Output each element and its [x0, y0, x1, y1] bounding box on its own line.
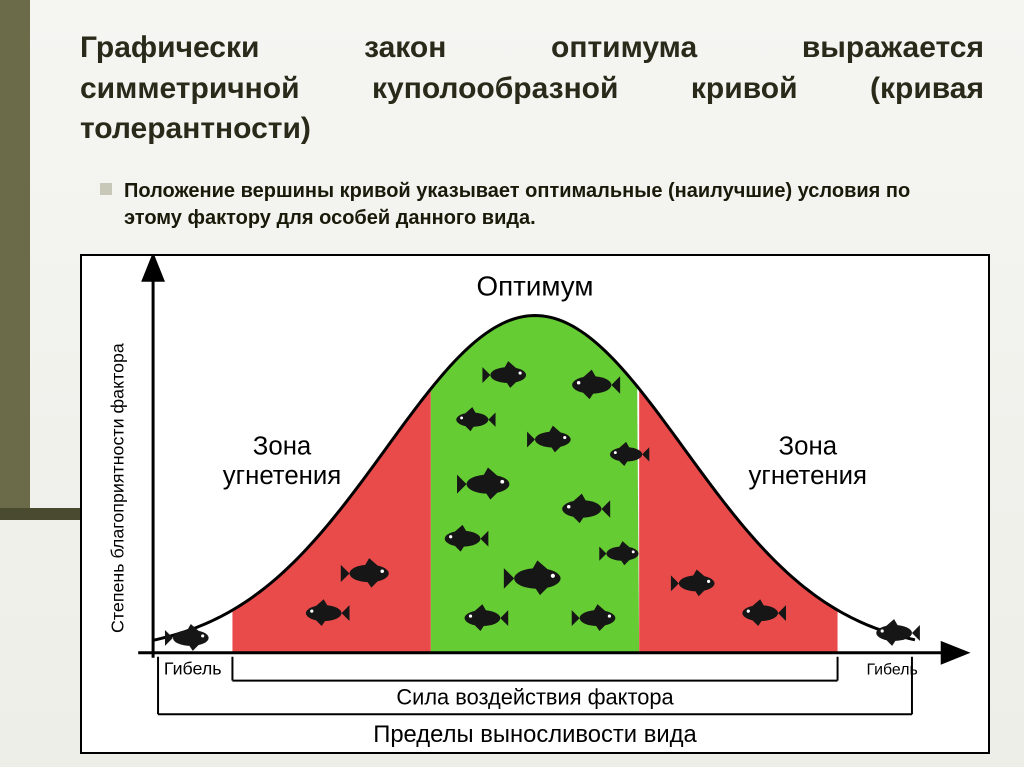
- death-left-label: Гибель: [164, 659, 222, 679]
- limits-label: Пределы выносливости вида: [373, 721, 697, 748]
- page-title: Графически закон оптимума выражается сим…: [80, 28, 984, 150]
- oppression-right-label: Зонаугнетения: [749, 432, 867, 490]
- decorative-sidebar: [0, 0, 30, 520]
- death-right-label: Гибель: [866, 662, 917, 679]
- tolerance-curve-chart: Степень благоприятности фактора Оптимум Зо…: [80, 254, 990, 754]
- decorative-sidebar-step: [30, 508, 80, 520]
- title-line2: симметричной куполообразной кривой (крив…: [80, 72, 984, 105]
- optimum-label: Оптимум: [477, 271, 594, 302]
- fish-icon: [165, 624, 209, 651]
- y-axis-label: Степень благоприятности фактора: [107, 343, 127, 633]
- oppression-left-label: Зонаугнетения: [223, 432, 341, 490]
- subtitle-text: Положение вершины кривой указывает оптим…: [124, 178, 964, 232]
- title-line3: толерантности): [80, 109, 311, 150]
- subtitle-row: Положение вершины кривой указывает оптим…: [100, 178, 964, 232]
- x-axis-label: Сила воздействия фактора: [396, 684, 674, 709]
- chart-svg: Степень благоприятности фактора Оптимум Зо…: [82, 256, 988, 752]
- bullet-icon: [100, 183, 112, 195]
- title-line1: Графически закон оптимума выражается: [80, 31, 984, 64]
- fish-icon: [876, 619, 920, 646]
